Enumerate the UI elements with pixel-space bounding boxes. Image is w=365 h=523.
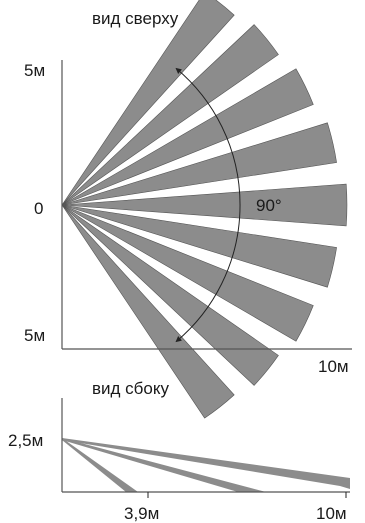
detection-zone <box>61 68 314 206</box>
side-view-beams <box>62 438 350 492</box>
detection-zone <box>61 204 314 342</box>
detection-zone <box>61 204 235 419</box>
top-view-y-top-label: 5м <box>24 61 46 80</box>
detection-zone <box>61 122 337 206</box>
top-view-zones <box>61 0 348 419</box>
top-view-diagram <box>61 0 352 419</box>
top-view-origin-label: 0 <box>34 199 44 218</box>
top-view-title: вид сверху <box>92 9 179 28</box>
top-view-y-bottom-label: 5м <box>24 326 46 345</box>
detection-zone <box>61 0 235 206</box>
detection-zone <box>61 183 348 227</box>
detection-zone <box>61 204 279 386</box>
coverage-angle-arc <box>175 67 241 343</box>
detection-zone <box>61 24 279 206</box>
side-view-beam <box>62 438 138 492</box>
side-view-title: вид сбоку <box>92 379 169 398</box>
side-view-height-label: 2,5м <box>8 431 44 450</box>
detection-zone <box>61 204 337 288</box>
side-view-x-mid-label: 3,9м <box>124 504 160 523</box>
side-view-x-end-label: 10м <box>316 504 347 523</box>
coverage-angle-label: 90° <box>256 196 282 215</box>
side-view-beam <box>62 438 350 489</box>
side-view-diagram <box>61 398 350 498</box>
top-view-x-end-label: 10м <box>318 357 349 376</box>
side-view-beam <box>62 438 266 492</box>
